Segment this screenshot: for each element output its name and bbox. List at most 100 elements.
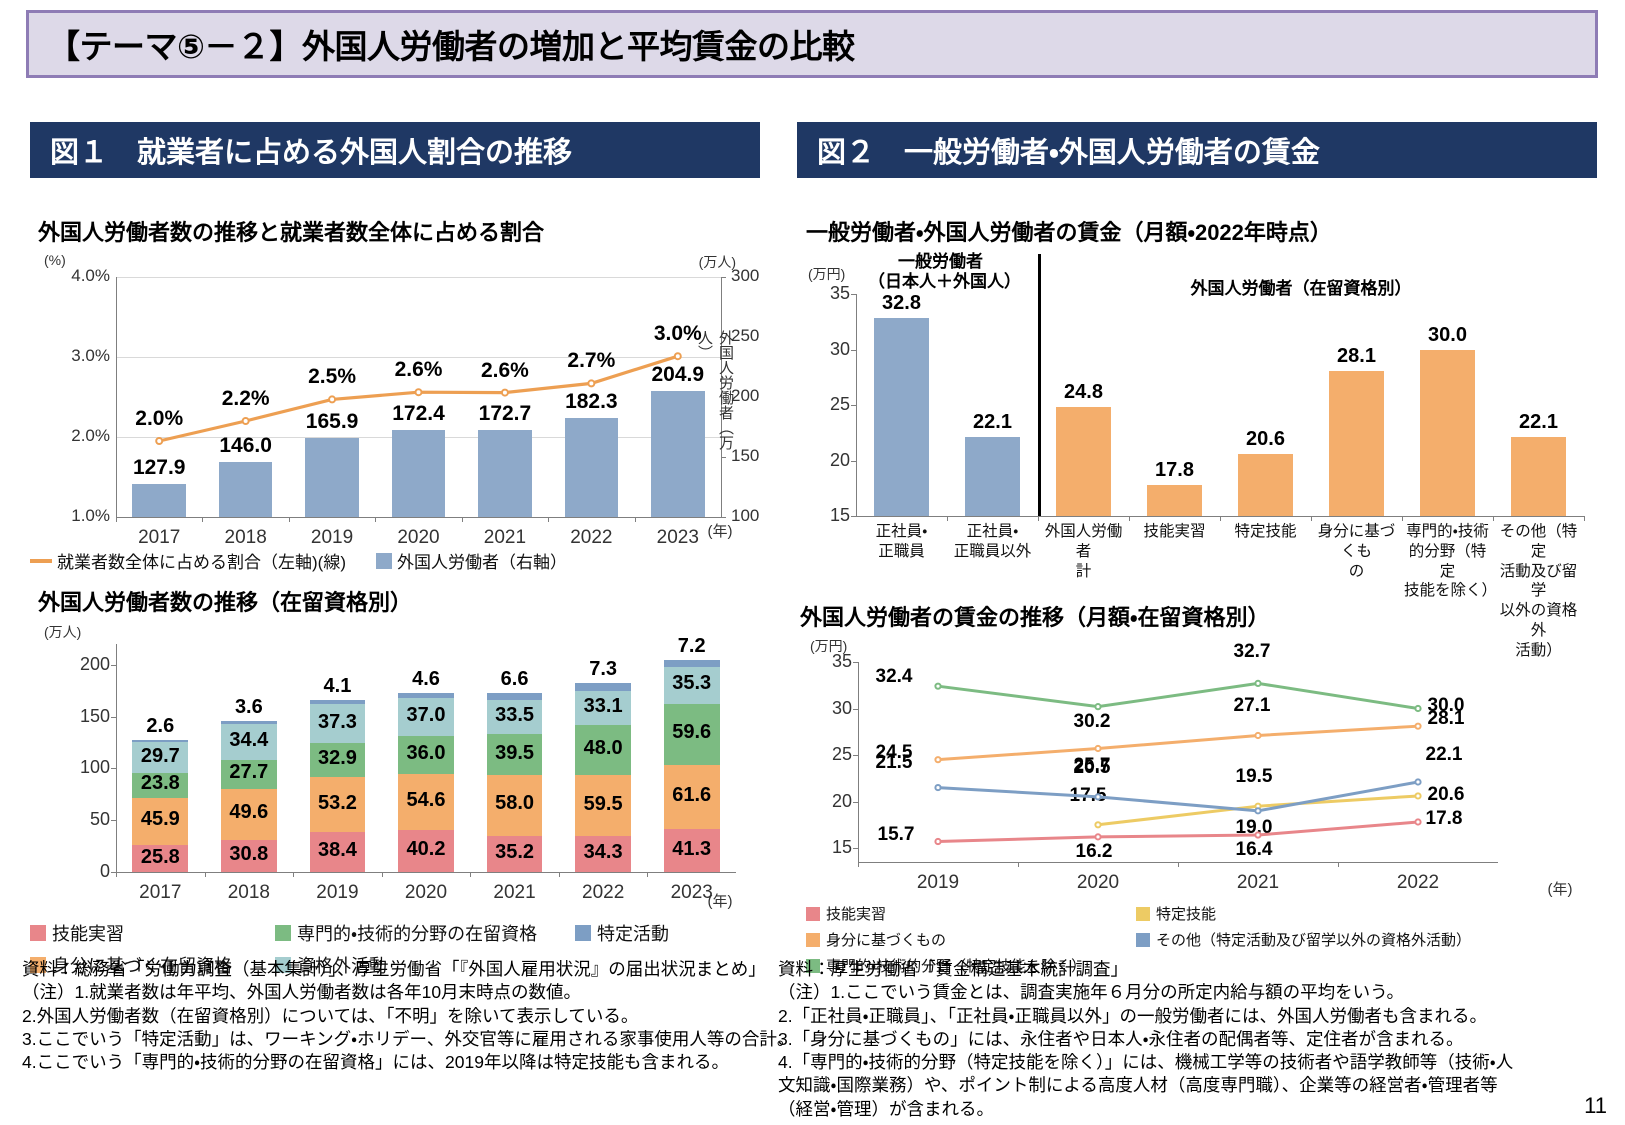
y-axis — [116, 644, 117, 872]
line-label-2023: 3.0% — [653, 322, 702, 346]
xtick-label-6: 専門的・技術 的分野（特定 技能を除く） — [1404, 523, 1498, 600]
legend-item: 特定技能 — [1136, 903, 1596, 924]
axis-title-right-fig1combo: 外国人労働者（万人） — [696, 330, 734, 450]
xtick-label-2022: 2022 — [582, 882, 625, 903]
xtick — [293, 872, 295, 877]
legend-label: 就業者数全体に占める割合（左軸)(線) — [57, 553, 346, 572]
stack-seg-2020 — [398, 773, 454, 831]
stack-seg-2022 — [575, 836, 632, 872]
stack-seg-2020 — [398, 736, 454, 774]
line-label-1: 25.7 — [1073, 754, 1111, 776]
ytick-left-3.0%: 3.0% — [71, 346, 110, 365]
stack-label-2023: 7.2 — [677, 634, 706, 657]
bar-label-2021: 172.7 — [478, 401, 532, 425]
xtick-label-2019: 2019 — [316, 882, 359, 903]
xtick-label-2019: 2019 — [916, 872, 960, 893]
line-label-2: 19.5 — [1235, 766, 1273, 788]
ytick-200: 200 — [79, 653, 110, 674]
ytick-25: 25 — [831, 744, 852, 765]
axis-xlabel-fig2line: (年) — [1547, 881, 1573, 898]
stack-seg-2018 — [220, 724, 277, 760]
tick — [851, 460, 856, 462]
xtick — [1038, 516, 1039, 521]
tick — [721, 457, 726, 458]
line-label-0: 24.5 — [875, 741, 913, 763]
ytick-35: 35 — [829, 283, 850, 303]
stack-seg-2017 — [132, 739, 189, 743]
xtick — [634, 517, 636, 522]
stack-label-2018: 27.7 — [229, 761, 269, 784]
tick — [721, 337, 726, 338]
stack-seg-2019 — [309, 832, 366, 872]
ytick-left-2.0%: 2.0% — [71, 426, 110, 445]
axis-unit-left-fig1combo: (%) — [44, 252, 66, 268]
bar-label-2018: 146.0 — [219, 433, 272, 457]
stack-label-2018: 30.8 — [229, 843, 269, 866]
xtick-label-2020: 2020 — [404, 882, 448, 903]
bar-4 — [1238, 453, 1293, 516]
stack-seg-2022 — [575, 690, 632, 726]
tick — [851, 349, 856, 351]
tick — [111, 820, 116, 822]
legend-item: 技能実習 — [806, 903, 1136, 924]
xtick-label-2: 外国人労働者 計 — [1044, 523, 1123, 580]
ytick-20: 20 — [829, 449, 850, 470]
stack-label-2021: 35.2 — [495, 840, 535, 863]
stack-label-2023: 41.3 — [672, 837, 712, 860]
legend-swatch — [575, 925, 591, 941]
legend-item: 専門的・技術的分野の在留資格 — [275, 920, 575, 946]
ytick-15: 15 — [831, 837, 852, 858]
stack-seg-2023 — [663, 659, 720, 667]
line-label-1: 20.5 — [1073, 756, 1111, 778]
line-label-0: 15.7 — [877, 823, 915, 845]
ytick-left-1.0%: 1.0% — [71, 506, 110, 525]
stack-seg-2022 — [575, 725, 632, 775]
legend-label: 身分に基づく在留資格 — [52, 956, 232, 976]
stack-label-2017: 25.8 — [140, 845, 180, 868]
stack-seg-2020 — [398, 698, 454, 737]
bar-label-2023: 204.9 — [651, 363, 705, 387]
xtick — [1338, 862, 1339, 867]
stack-label-2021: 39.5 — [495, 741, 535, 764]
legend-item: その他（特定活動及び留学以外の資格外活動） — [1136, 929, 1596, 950]
legend-swatch — [30, 925, 46, 941]
legend-label: 専門的・技術的分野（特定技能を除く） — [826, 958, 1087, 975]
stack-seg-2019 — [309, 742, 366, 778]
stack-seg-2017 — [132, 845, 189, 872]
xtick — [548, 517, 550, 522]
notes-figure2: 資料：厚生労働省「賃金構造基本統計調査」 （注）1.ここでいう賃金とは、調査実施年… — [778, 958, 1608, 1121]
legend-item: 専門的・技術的分野（特定技能を除く） — [806, 955, 1136, 976]
stack-seg-2022 — [575, 683, 632, 691]
stack-seg-2023 — [663, 765, 720, 830]
line-label-3: 22.1 — [1425, 744, 1463, 765]
note-line: 資料：総務省「労働力調査（基本集計）」、厚生労働省「『外国人雇用状況』の届出状況… — [22, 959, 766, 979]
note-line: 3.「身分に基づくもの」には、永住者や日本人・永住者の配偶者等、定住者が含まれる… — [778, 1028, 1464, 1049]
legend-fig2-line: 技能実習 特定技能 身分に基づくもの その他（特定活動及び留学以外の資格外活動） 専門的… — [806, 903, 1596, 976]
stack-label-2019: 32.9 — [317, 747, 357, 770]
stack-seg-2020 — [398, 693, 454, 699]
legend-fig1-combo: 就業者数全体に占める割合（左軸)(線) 外国人労働者（右軸） — [30, 548, 730, 573]
legend-swatch — [375, 552, 392, 569]
tick — [851, 294, 856, 295]
y-axis — [856, 294, 857, 516]
stack-seg-2019 — [309, 777, 366, 833]
xtick-label-3: 技能実習 — [1143, 523, 1206, 540]
stack-seg-2019 — [309, 700, 366, 705]
ytick-35: 35 — [831, 651, 852, 671]
page-title: 【テーマ⑤－２】外国人労働者の増加と平均賃金の比較 — [47, 28, 855, 65]
stack-seg-2021 — [486, 734, 543, 776]
axis-unit-fig2bar: (万円) — [808, 266, 846, 282]
bar-2018 — [218, 461, 273, 517]
xtick-label-2021: 2021 — [483, 527, 527, 548]
line-label-2018: 2.2% — [221, 387, 270, 410]
tick — [853, 708, 858, 710]
group-label-foreign-workers: 外国人労働者（在留資格別） — [1190, 279, 1412, 298]
xtick — [461, 517, 463, 522]
line-label-2022: 2.7% — [567, 349, 616, 373]
xtick — [116, 872, 117, 877]
legend-label: 特定活動 — [597, 924, 669, 944]
ytick-50: 50 — [89, 809, 110, 830]
bar-label-5: 28.1 — [1337, 344, 1376, 367]
panel-header-figure1-label: 図１ 就業者に占める外国人割合の推移 — [50, 137, 573, 169]
line-label-2019: 2.5% — [308, 365, 356, 389]
